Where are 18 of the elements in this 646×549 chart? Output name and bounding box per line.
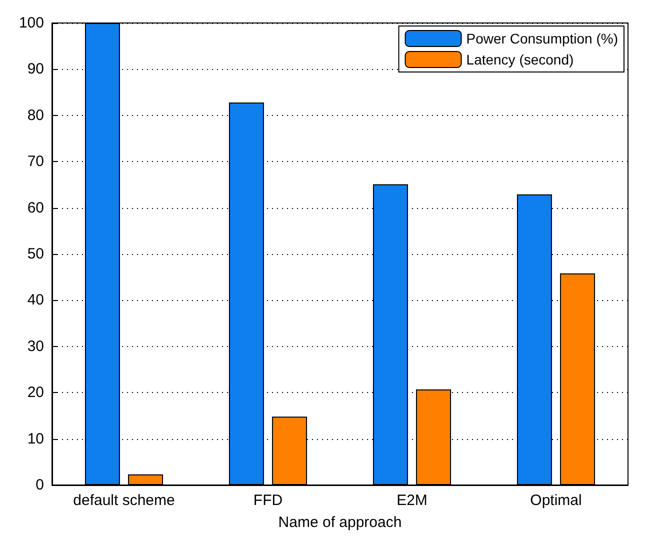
y-tick-label: 50: [27, 246, 44, 262]
legend-label: Power Consumption (%): [466, 30, 618, 46]
y-tick-label: 80: [27, 106, 44, 124]
x-axis-title: Name of approach: [278, 514, 402, 531]
y-tick-label: 60: [27, 199, 44, 216]
x-tick-label: E2M: [396, 492, 428, 509]
y-tick-label: 10: [27, 430, 44, 448]
y-tick-label: 20: [27, 384, 44, 402]
legend-label: Latency (second): [466, 52, 574, 68]
x-tick-label: default scheme: [73, 492, 175, 509]
y-tick-label: 30: [27, 338, 44, 355]
y-tick-label: 40: [27, 292, 44, 309]
y-tick-label: 90: [27, 60, 44, 78]
x-tick-label: Optimal: [530, 492, 582, 509]
y-tick-label: 70: [27, 153, 44, 170]
y-tick-label: 0: [36, 476, 44, 494]
x-tick-label: FFD: [253, 492, 283, 509]
y-tick-label: 100: [18, 14, 44, 32]
